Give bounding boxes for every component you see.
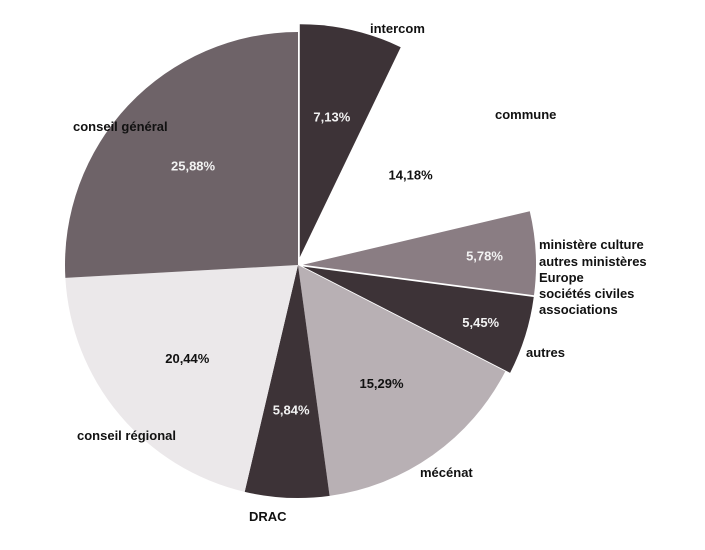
slice-label-line: sociétés civiles: [539, 286, 634, 301]
slice-label-intercom: intercom: [370, 21, 425, 36]
slice-value-label: 5,78%: [466, 249, 503, 264]
pie-slice: [244, 265, 330, 499]
slice-value-label: 7,13%: [313, 109, 350, 124]
slice-label-autres: autres: [526, 345, 565, 360]
slice-label-commune: commune: [495, 107, 556, 122]
pie-slice: [65, 32, 298, 278]
slice-value-label: 25,88%: [171, 159, 216, 174]
slice-value-label: 14,18%: [389, 167, 434, 182]
slice-label-line: Europe: [539, 270, 584, 285]
pie-slice: [302, 211, 536, 296]
slice-label-line: ministère culture: [539, 237, 644, 252]
pie-slice: [299, 24, 401, 258]
slice-label-mecenat: mécénat: [420, 465, 473, 480]
pie-slice: [298, 54, 525, 265]
slice-label-ministere-group: ministère culture autres ministères Euro…: [539, 237, 650, 317]
pie-slice: [302, 266, 534, 373]
slice-value-label: 5,45%: [462, 315, 499, 330]
value-labels: 7,13% 14,18% 5,78% 5,45% 15,29% 5,84% 20,44% 25…: [165, 109, 503, 417]
slice-label-line: associations: [539, 302, 618, 317]
slice-label-conseil-regional: conseil régional: [77, 428, 176, 443]
slice-value-label: 5,84%: [273, 402, 310, 417]
slice-value-label: 15,29%: [359, 376, 404, 391]
pie-slice: [65, 265, 298, 492]
pie-slice: [298, 265, 506, 496]
slice-value-label: 20,44%: [165, 351, 210, 366]
slice-label-conseil-general: conseil général: [73, 119, 168, 134]
slice-label-drac: DRAC: [249, 509, 287, 524]
slice-label-line: autres ministères: [539, 254, 647, 269]
pie-slices: [65, 24, 536, 499]
